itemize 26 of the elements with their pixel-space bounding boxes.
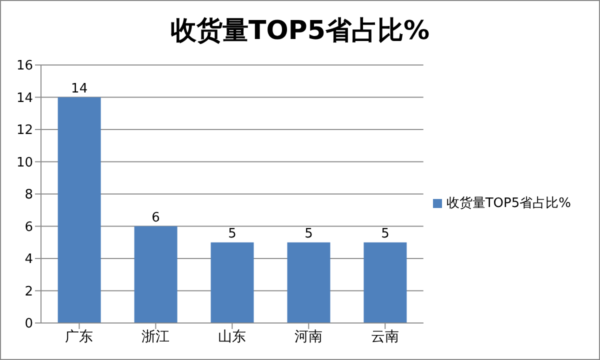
y-tick-label: 2 (24, 284, 33, 300)
y-tick-label: 0 (24, 316, 33, 332)
x-tick-label: 云南 (371, 328, 400, 345)
data-label: 5 (381, 226, 390, 242)
bar (364, 242, 407, 323)
bar (134, 226, 178, 323)
y-tick-label: 12 (16, 123, 33, 138)
data-label: 5 (228, 226, 236, 242)
x-tick-label: 山东 (218, 328, 246, 345)
x-tick-label: 广东 (65, 328, 94, 345)
bar (58, 97, 101, 323)
y-tick-label: 4 (24, 252, 33, 268)
bar (210, 242, 254, 323)
y-tick-label: 6 (24, 220, 33, 235)
bar (287, 242, 330, 323)
legend-label: 收货量TOP5省占比% (446, 196, 571, 211)
y-tick-label: 14 (16, 90, 33, 106)
data-label: 6 (152, 210, 160, 226)
y-tick-label: 16 (16, 58, 33, 74)
data-label: 14 (71, 81, 88, 96)
y-tick-label: 8 (24, 188, 33, 203)
x-tick-label: 河南 (294, 328, 323, 345)
data-label: 5 (304, 226, 313, 242)
chart-title: 收货量TOP5省占比% (169, 15, 431, 48)
y-tick-label: 10 (16, 155, 33, 170)
x-tick-label: 浙江 (142, 328, 170, 345)
